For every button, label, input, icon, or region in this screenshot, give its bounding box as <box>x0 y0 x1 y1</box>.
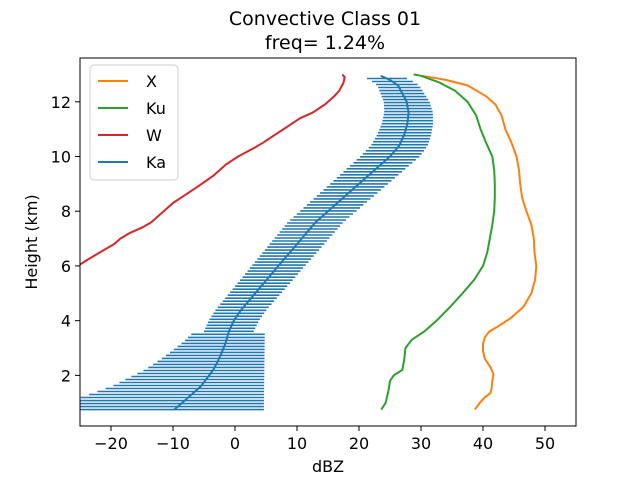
y-tick-label: 8 <box>61 202 71 221</box>
legend-item-ku: Ku <box>98 99 166 118</box>
legend-item-w: W <box>98 126 162 145</box>
series-line-w <box>80 73 346 266</box>
x-axis-label: dBZ <box>312 457 344 476</box>
y-tick-label: 10 <box>51 147 71 166</box>
x-tick-label: −20 <box>94 434 128 453</box>
x-axis: −20 −10 0 10 20 30 40 50 <box>94 426 555 453</box>
chart-subtitle: freq= 1.24% <box>265 32 385 54</box>
legend-label-x: X <box>146 72 157 91</box>
legend-label-w: W <box>146 126 162 145</box>
x-tick-label: 50 <box>535 434 555 453</box>
series-line-ka <box>173 74 410 411</box>
y-tick-label: 2 <box>61 366 71 385</box>
legend-item-x: X <box>98 72 157 91</box>
x-tick-label: 0 <box>230 434 240 453</box>
y-tick-label: 12 <box>51 93 71 112</box>
legend-item-ka: Ka <box>98 153 166 172</box>
x-tick-label: 30 <box>411 434 431 453</box>
y-axis: 2 4 6 8 10 12 <box>51 93 80 385</box>
x-tick-label: 40 <box>473 434 493 453</box>
series-lines <box>80 73 538 411</box>
x-tick-label: 10 <box>287 434 307 453</box>
legend-label-ka: Ka <box>146 153 166 172</box>
legend: X Ku W Ka <box>89 64 179 181</box>
y-tick-label: 4 <box>61 312 71 331</box>
legend-box <box>89 64 179 181</box>
y-tick-label: 6 <box>61 257 71 276</box>
plot-frame <box>79 57 577 427</box>
chart-title: Convective Class 01 <box>229 8 421 30</box>
series-line-x <box>420 74 538 411</box>
y-axis-label: Height (km) <box>22 194 41 289</box>
x-tick-label: 20 <box>349 434 369 453</box>
x-tick-label: −10 <box>156 434 190 453</box>
series-line-ku <box>380 73 496 411</box>
legend-label-ku: Ku <box>146 99 166 118</box>
